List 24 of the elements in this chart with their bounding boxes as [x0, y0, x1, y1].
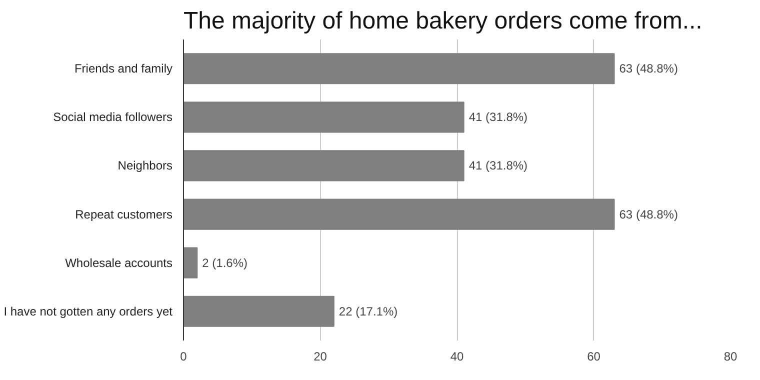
data-label: 41 (31.8%): [468, 158, 528, 173]
bar: [184, 150, 464, 182]
y-tick-label: I have not gotten any orders yet: [4, 304, 174, 318]
data-label: 63 (48.8%): [619, 207, 678, 222]
y-tick-label: Wholesale accounts: [65, 256, 172, 270]
data-label: 63 (48.8%): [619, 62, 678, 76]
x-tick-label: 60: [587, 350, 601, 364]
bar: [184, 53, 615, 84]
bar: [184, 247, 198, 278]
data-label: 2 (1.6%): [202, 256, 248, 270]
bar: [184, 296, 334, 327]
y-tick-label: Social media followers: [53, 110, 173, 124]
bar: [184, 102, 464, 133]
y-tick-label: Neighbors: [118, 158, 173, 173]
x-tick-label: 0: [180, 350, 188, 364]
y-tick-label: Repeat customers: [75, 207, 173, 222]
data-label: 22 (17.1%): [338, 304, 398, 318]
bar: [184, 198, 615, 230]
y-tick-label: Friends and family: [74, 62, 173, 76]
x-tick-label: 20: [314, 350, 328, 364]
chart-title: The majority of home bakery orders come from...: [184, 8, 702, 34]
x-tick-label: 80: [724, 350, 738, 364]
x-tick-label: 40: [450, 350, 464, 364]
data-label: 41 (31.8%): [468, 110, 528, 124]
